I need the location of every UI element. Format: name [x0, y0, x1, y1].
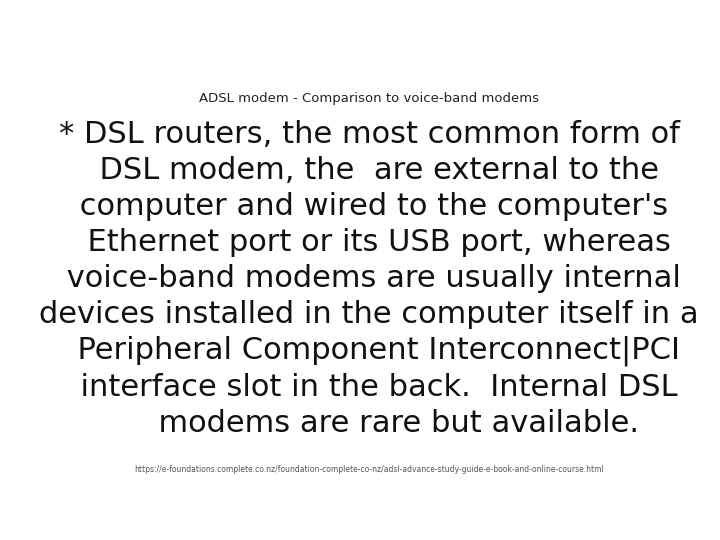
Text: * DSL routers, the most common form of
  DSL modem, the  are external to the
 co: * DSL routers, the most common form of D…	[39, 120, 699, 438]
Text: ADSL modem - Comparison to voice-band modems: ADSL modem - Comparison to voice-band mo…	[199, 92, 539, 105]
Text: https://e-foundations.complete.co.nz/foundation-complete-co-nz/adsl-advance-stud: https://e-foundations.complete.co.nz/fou…	[134, 465, 604, 475]
